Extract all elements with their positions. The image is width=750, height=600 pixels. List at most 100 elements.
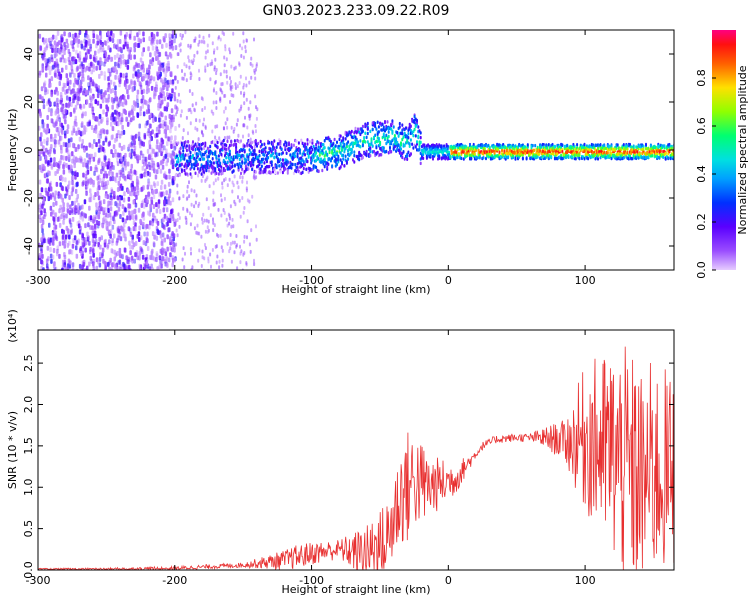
spectrogram-noise-cell: [92, 215, 96, 220]
spectrogram-noise-cell: [196, 223, 199, 228]
spectrogram-noise-cell: [233, 66, 236, 71]
spectrogram-noise-cell: [78, 130, 81, 135]
spectrogram-noise-cell: [120, 113, 124, 118]
spectrogram-noise-cell: [165, 161, 168, 167]
spectrogram-signal-cell: [322, 143, 325, 147]
spectrogram-signal-cell: [462, 150, 465, 154]
spectrogram-noise-cell: [175, 228, 178, 233]
spectrogram-noise-cell: [181, 257, 184, 262]
spectrogram-noise-cell: [94, 124, 98, 130]
spectrogram-noise-cell: [71, 266, 75, 270]
spectrogram-noise-cell: [61, 197, 64, 203]
spectrogram-signal-cell: [534, 143, 537, 148]
spectrogram-signal-cell: [227, 156, 230, 160]
spectrogram-noise-cell: [76, 65, 79, 71]
spectrogram-signal-cell: [332, 142, 335, 146]
spectrogram-noise-cell: [214, 244, 217, 249]
spectrogram-noise-cell: [144, 263, 147, 269]
spectrogram-noise-cell: [127, 85, 131, 90]
spectrogram-noise-cell: [72, 155, 76, 161]
spectrogram-noise-cell: [173, 92, 176, 97]
spectrogram-noise-cell: [65, 163, 68, 168]
spectrogram-noise-cell: [156, 139, 159, 145]
spectrogram-noise-cell: [107, 30, 110, 36]
spectrogram-noise-cell: [97, 259, 100, 265]
spectrogram-noise-cell: [103, 61, 106, 67]
spectrogram-signal-cell: [374, 124, 377, 129]
spectrogram-noise-cell: [168, 268, 172, 270]
spectrogram-signal-cell: [406, 157, 409, 161]
spectrogram-noise-cell: [131, 110, 134, 116]
spectrogram-noise-cell: [249, 100, 252, 105]
spectrogram-noise-cell: [247, 106, 250, 111]
spectrogram-noise-cell: [70, 168, 73, 174]
spectrogram-noise-cell: [148, 224, 151, 230]
spectrogram-noise-cell: [117, 152, 120, 158]
spectrogram-noise-cell: [51, 57, 54, 63]
spectrogram-noise-cell: [151, 221, 154, 227]
spectrogram-noise-cell: [137, 37, 140, 43]
spectrogram-noise-cell: [225, 69, 228, 74]
spectrogram-signal-cell: [357, 127, 359, 131]
spectrogram-noise-cell: [98, 209, 101, 215]
spectrogram-noise-cell: [56, 30, 60, 36]
spectrogram-signal-cell: [379, 140, 382, 145]
spectrogram-noise-cell: [87, 75, 90, 81]
spectrogram-signal-cell: [371, 127, 374, 132]
spectrogram-signal-cell: [326, 152, 329, 157]
spectrogram-noise-cell: [88, 261, 91, 267]
spectrogram-noise-cell: [124, 59, 128, 65]
spectrogram-signal-cell: [315, 151, 318, 155]
spectrogram-noise-cell: [156, 31, 159, 37]
spectrogram-signal-cell: [385, 133, 388, 138]
spectrogram-signal-cell: [187, 140, 190, 144]
spectrogram-noise-cell: [119, 54, 122, 60]
spectrogram-noise-cell: [136, 32, 139, 38]
spectrogram-noise-cell: [82, 162, 85, 168]
spectrogram-noise-cell: [166, 79, 170, 85]
spectrogram-noise-cell: [41, 65, 45, 71]
spectrogram-noise-cell: [161, 112, 164, 118]
spectrogram-noise-cell: [181, 136, 184, 140]
spectrogram-noise-cell: [66, 124, 70, 130]
spectrogram-signal-cell: [342, 153, 345, 158]
spectrogram-signal-cell: [233, 164, 236, 168]
spectrogram-noise-cell: [178, 224, 181, 229]
spectrogram-noise-cell: [62, 215, 66, 221]
spectrogram-signal-cell: [317, 157, 320, 161]
spectrogram-signal-cell: [366, 127, 369, 131]
spectrogram-noise-cell: [224, 121, 227, 126]
spectrogram-noise-cell: [66, 208, 70, 214]
spectrogram-signal-cell: [208, 169, 210, 173]
spectrogram-signal-cell: [278, 164, 281, 168]
spectrogram-noise-cell: [136, 89, 140, 95]
spectrogram-noise-cell: [109, 267, 112, 270]
spectrogram-noise-cell: [56, 216, 60, 222]
spectrogram-signal-cell: [203, 157, 206, 161]
spectrogram-signal-cell: [322, 151, 325, 155]
spectrogram-signal-cell: [185, 148, 188, 153]
spectrogram-signal-cell: [413, 127, 416, 132]
spectrogram-noise-cell: [66, 129, 69, 134]
spectrogram-signal-cell: [366, 121, 369, 126]
spectrogram-noise-cell: [235, 122, 238, 127]
spectrogram-signal-cell: [251, 146, 254, 150]
spectrogram-noise-cell: [135, 63, 139, 69]
spectrogram-signal-cell: [470, 157, 473, 161]
spectrogram-noise-cell: [70, 208, 74, 214]
spectrogram-noise-cell: [219, 233, 222, 238]
spectrogram-signal-cell: [273, 167, 276, 172]
spectrogram-noise-cell: [109, 79, 113, 85]
spectrogram-noise-cell: [62, 82, 66, 88]
spectrogram-noise-cell: [165, 190, 168, 196]
spectrogram-signal-cell: [418, 148, 421, 152]
spectrogram-noise-cell: [184, 251, 186, 256]
spectrogram-noise-cell: [81, 216, 85, 222]
spectrogram-noise-cell: [77, 209, 80, 215]
spectrogram-noise-cell: [46, 123, 49, 129]
spectrogram-noise-cell: [200, 264, 203, 268]
spectrogram-noise-cell: [129, 35, 132, 40]
spectrogram-noise-cell: [255, 224, 257, 229]
spectrogram-noise-cell: [121, 124, 124, 130]
spectrogram-noise-cell: [44, 128, 47, 134]
